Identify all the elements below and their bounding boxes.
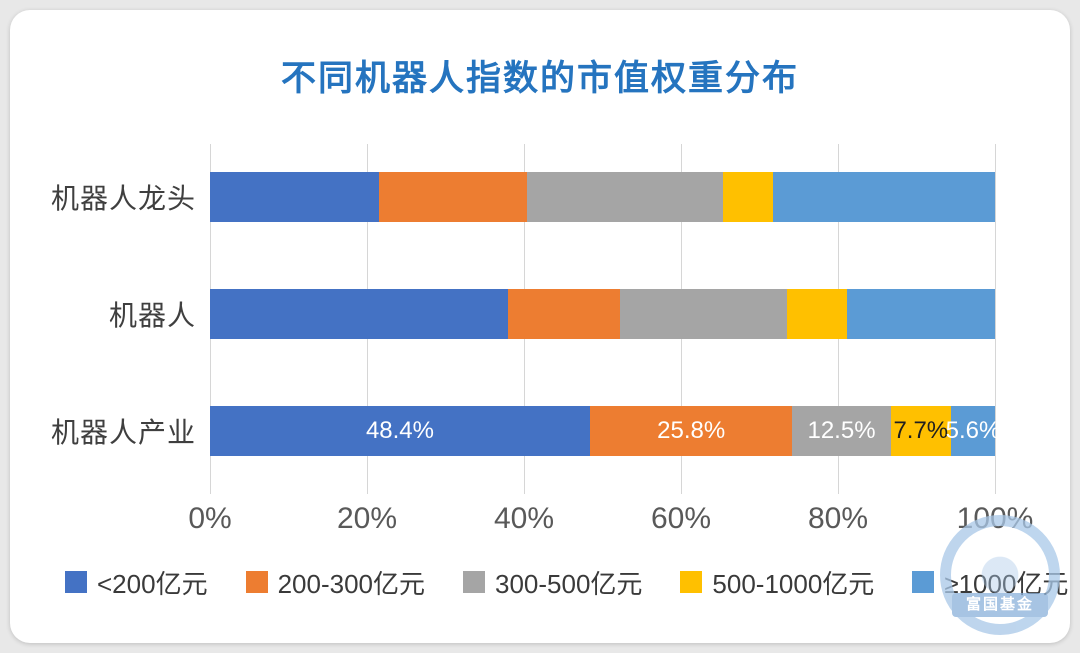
x-tick-label: 40% <box>493 502 555 535</box>
x-tick-label: 80% <box>807 502 869 535</box>
data-label: 5.6% <box>945 417 1001 445</box>
bar-segment: 5.6% <box>946 406 1000 457</box>
bar-segment <box>508 288 620 339</box>
bar-segment: 7.7% <box>890 406 952 457</box>
legend-marker <box>245 571 268 593</box>
stacked-bar <box>210 288 995 339</box>
data-label: 48.4% <box>365 417 434 445</box>
bar-segment: 48.4% <box>210 406 590 457</box>
fund-logo-watermark: 富国基金 <box>932 507 1068 643</box>
bar-segment: 12.5% <box>792 406 891 457</box>
bar-segment <box>210 288 509 339</box>
y-axis-labels: 机器人龙头机器人机器人产业 <box>10 138 198 490</box>
legend: <200亿元200-300亿元300-500亿元500-1000亿元≥1000亿… <box>65 562 1068 602</box>
bar-segment <box>210 171 379 222</box>
chart-title: 不同机器人指数的市值权重分布 <box>280 59 799 98</box>
category-label: 机器人 <box>108 299 196 331</box>
legend-marker <box>680 571 703 593</box>
data-label: 25.8% <box>657 417 726 445</box>
legend-marker <box>463 571 485 593</box>
bar-row-3: 48.4% 25.8% 12.5% 7.7% 5.6% <box>210 373 1000 490</box>
legend-label: 200-300亿元 <box>277 568 425 599</box>
bar-row-1 <box>210 138 995 255</box>
x-tick-label: 60% <box>650 502 712 535</box>
stacked-bar <box>210 171 995 222</box>
bars: 48.4% 25.8% 12.5% 7.7% 5.6% <box>210 138 1000 490</box>
logo-text: 富国基金 <box>952 593 1048 617</box>
bar-segment <box>772 171 995 222</box>
x-tick-label: 20% <box>336 502 398 535</box>
legend-label: 300-500亿元 <box>495 568 643 599</box>
x-tick-label: 0% <box>188 502 232 535</box>
category-label: 机器人龙头 <box>50 182 196 214</box>
legend-item: 200-300亿元 <box>245 564 425 601</box>
legend-marker <box>65 571 87 593</box>
gridline <box>995 144 996 494</box>
legend-item: <200亿元 <box>65 564 208 601</box>
stacked-bar: 48.4% 25.8% 12.5% 7.7% 5.6% <box>210 406 1000 457</box>
legend-item: 500-1000亿元 <box>680 564 874 601</box>
bar-segment <box>378 171 528 222</box>
data-label: 7.7% <box>893 417 949 445</box>
bar-segment <box>786 288 847 339</box>
plot-area: 48.4% 25.8% 12.5% 7.7% 5.6% <box>210 138 1000 494</box>
bar-row-2 <box>210 255 995 372</box>
legend-marker <box>912 571 935 593</box>
plot-region: 机器人龙头机器人机器人产业 48.4% 25.8% 12.5% 7.7% 5.6% <box>10 138 1070 494</box>
bar-segment <box>846 288 995 339</box>
bar-segment <box>619 288 787 339</box>
category-label: 机器人产业 <box>50 417 196 449</box>
legend-label: <200亿元 <box>97 568 208 599</box>
bar-segment <box>722 171 773 222</box>
logo-circle-icon <box>940 515 1060 635</box>
x-axis-labels: 0%20%40%60%80%100% <box>188 498 1033 540</box>
legend-item: 300-500亿元 <box>463 564 642 601</box>
legend-label: 500-1000亿元 <box>712 568 875 599</box>
bar-segment: 25.8% <box>589 406 793 457</box>
chart-card: 不同机器人指数的市值权重分布 机器人龙头机器人机器人产业 48.4% 25.8% 1… <box>10 10 1070 643</box>
bar-segment <box>527 171 723 222</box>
data-label: 12.5% <box>807 417 876 445</box>
